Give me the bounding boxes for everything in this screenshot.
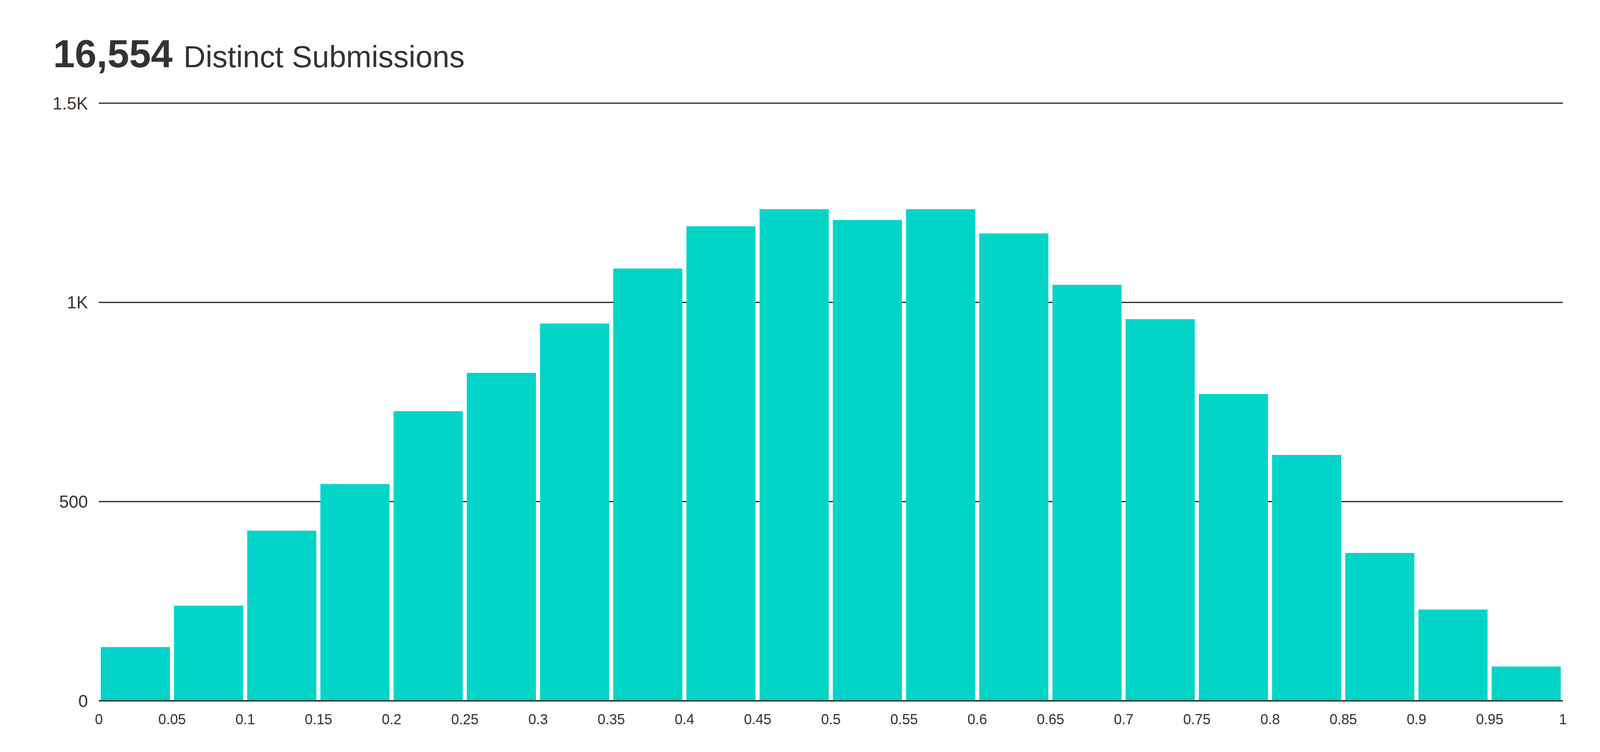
svg-text:0.9: 0.9 bbox=[1406, 710, 1427, 727]
svg-text:0.2: 0.2 bbox=[382, 710, 402, 727]
svg-text:0.7: 0.7 bbox=[1114, 710, 1134, 727]
svg-text:0: 0 bbox=[78, 691, 88, 711]
svg-text:0.3: 0.3 bbox=[528, 710, 548, 727]
svg-text:0.75: 0.75 bbox=[1183, 710, 1211, 727]
svg-text:0.95: 0.95 bbox=[1476, 710, 1504, 727]
svg-text:1.5K: 1.5K bbox=[52, 93, 88, 113]
svg-text:0.65: 0.65 bbox=[1036, 710, 1065, 727]
svg-text:0.8: 0.8 bbox=[1260, 710, 1280, 727]
svg-text:500: 500 bbox=[59, 491, 88, 511]
svg-text:0.25: 0.25 bbox=[451, 710, 479, 727]
svg-text:0.45: 0.45 bbox=[744, 710, 772, 727]
svg-text:0.6: 0.6 bbox=[967, 710, 988, 727]
svg-text:1K: 1K bbox=[66, 292, 88, 312]
svg-text:1: 1 bbox=[1558, 710, 1567, 727]
svg-text:0.4: 0.4 bbox=[674, 710, 695, 727]
svg-text:0: 0 bbox=[94, 710, 103, 727]
html-text:16,554 Distinct Submissions: 16,554 Distinct Submissions bbox=[53, 31, 465, 76]
svg-text:0.35: 0.35 bbox=[597, 710, 625, 727]
svg-text:0.05: 0.05 bbox=[158, 710, 186, 727]
svg-text:0.85: 0.85 bbox=[1329, 710, 1358, 727]
svg-text:0.5: 0.5 bbox=[821, 710, 841, 727]
svg-text:0.15: 0.15 bbox=[304, 710, 333, 727]
svg-text:0.55: 0.55 bbox=[890, 710, 918, 727]
svg-text:0.1: 0.1 bbox=[235, 710, 256, 727]
